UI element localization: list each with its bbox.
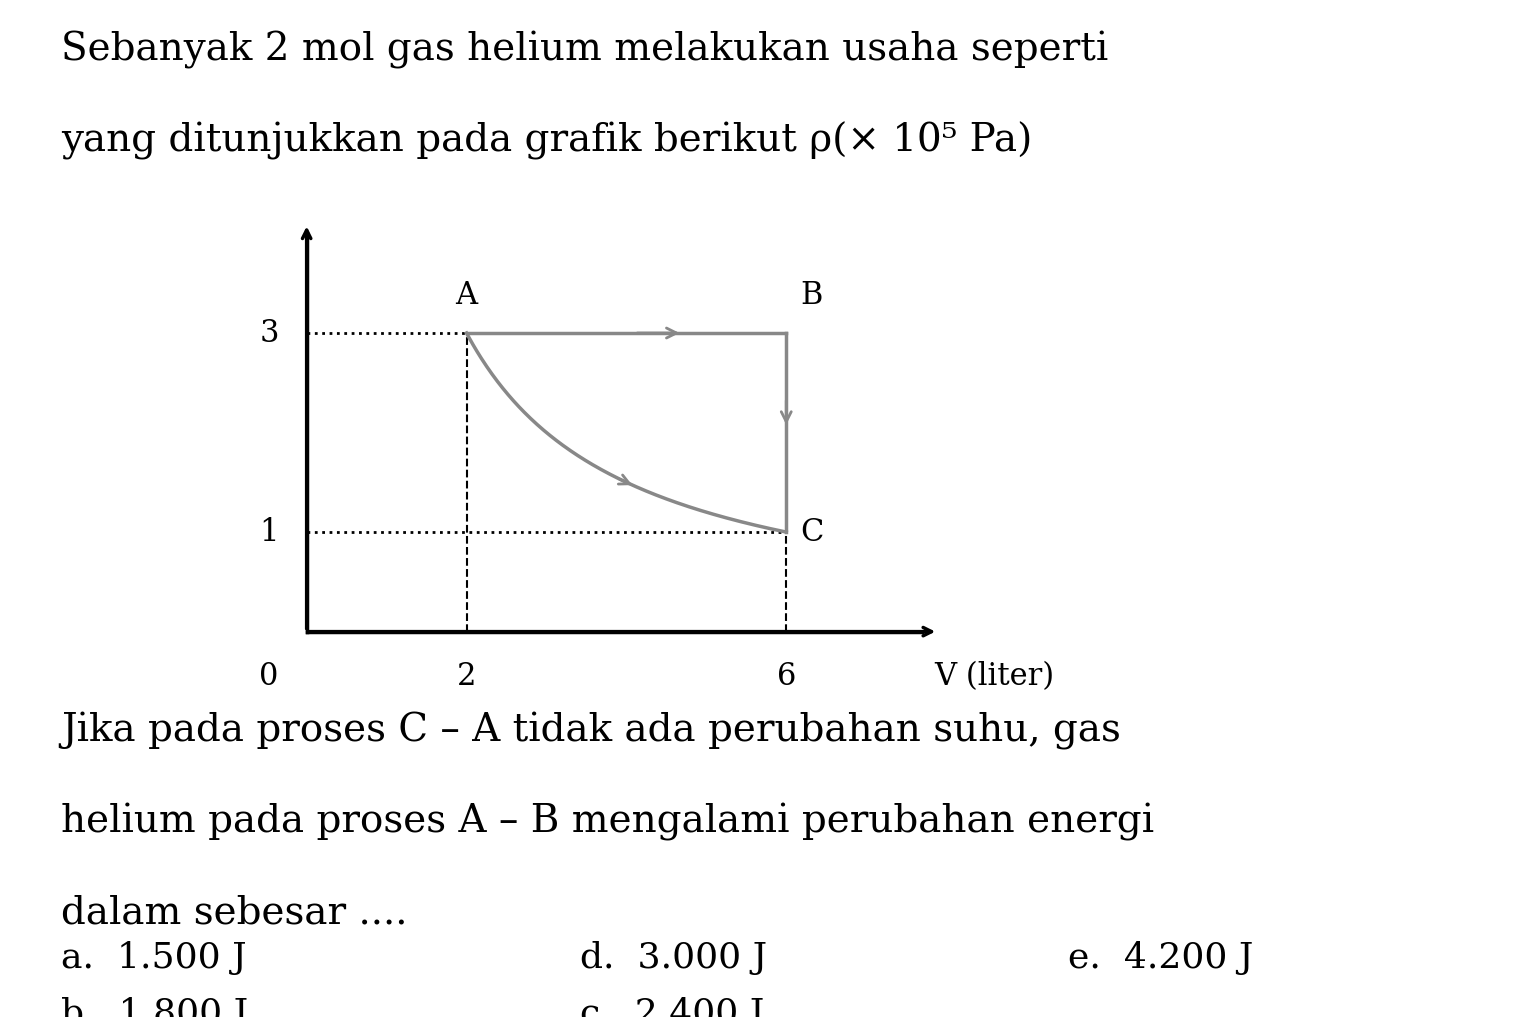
Text: B: B: [801, 280, 823, 311]
Text: 2: 2: [456, 661, 476, 693]
Text: V (liter): V (liter): [934, 661, 1054, 693]
Text: d.  3.000 J: d. 3.000 J: [580, 941, 768, 974]
Text: e.  4.200 J: e. 4.200 J: [1068, 941, 1253, 974]
Text: 6: 6: [777, 661, 797, 693]
Text: dalam sebesar ....: dalam sebesar ....: [61, 895, 407, 932]
Text: a.  1.500 J: a. 1.500 J: [61, 941, 247, 974]
Text: yang ditunjukkan pada grafik berikut ρ(× 10⁵ Pa): yang ditunjukkan pada grafik berikut ρ(×…: [61, 122, 1033, 161]
Text: Sebanyak 2 mol gas helium melakukan usaha seperti: Sebanyak 2 mol gas helium melakukan usah…: [61, 31, 1108, 68]
Text: b.  1.800 J: b. 1.800 J: [61, 997, 249, 1017]
Text: 0: 0: [259, 661, 279, 693]
Text: c.  2.400 J: c. 2.400 J: [580, 997, 765, 1017]
Text: helium pada proses A – B mengalami perubahan energi: helium pada proses A – B mengalami perub…: [61, 803, 1154, 841]
Text: A: A: [455, 280, 478, 311]
Text: Jika pada proses C – A tidak ada perubahan suhu, gas: Jika pada proses C – A tidak ada perubah…: [61, 712, 1122, 750]
Text: 3: 3: [259, 317, 279, 349]
Text: 1: 1: [259, 517, 279, 547]
Text: C: C: [801, 517, 824, 547]
